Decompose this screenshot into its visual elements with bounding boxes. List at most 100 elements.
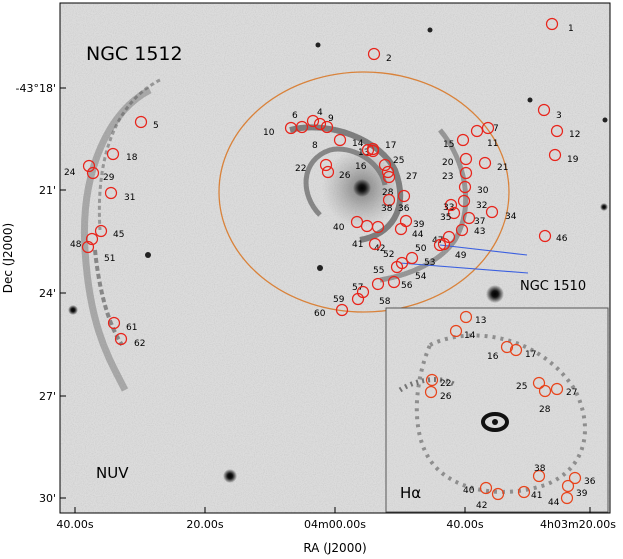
source-label-37: 37 [474,217,485,227]
x-tick-label: 40.00s [446,518,483,531]
ngc1510-line-top [439,244,528,256]
source-label-4: 4 [317,108,323,118]
source-label-28: 28 [539,405,551,415]
source-label-49: 49 [455,251,467,261]
source-marker-48 [85,232,99,246]
source-marker-13 [333,133,347,147]
source-label-27: 27 [566,388,577,398]
source-marker-52 [368,237,382,251]
source-label-39: 39 [576,489,588,499]
galaxy-title: NGC 1512 [86,43,183,65]
source-marker-28 [382,170,396,184]
source-marker-9 [313,117,327,131]
x-tick-label: 40.00s [56,518,93,531]
halpha-band-label: Hα [400,484,421,502]
source-label-10: 10 [263,128,275,138]
source-label-25: 25 [393,156,404,166]
source-label-17: 17 [525,350,536,360]
source-marker-16 [500,340,514,354]
source-marker-29 [86,166,100,180]
source-label-33: 33 [443,203,454,213]
source-marker-27 [550,382,564,396]
source-label-50: 50 [415,244,427,254]
source-marker-36 [568,471,582,485]
y-tick-label: -43°18' [16,82,57,95]
main-image [60,3,610,513]
source-marker-31 [104,186,118,200]
source-marker-11 [470,124,484,138]
source-marker-1 [545,17,559,31]
source-label-14: 14 [352,139,364,149]
source-label-34: 34 [505,212,517,222]
source-label-39: 39 [413,220,425,230]
source-label-53: 53 [424,258,435,268]
source-marker-14 [449,324,463,338]
source-label-21: 21 [497,163,508,173]
source-marker-18 [106,147,120,161]
source-label-29: 29 [103,173,115,183]
source-marker-20 [459,152,473,166]
source-marker-26 [321,165,335,179]
x-tick-label: 04m00.00s [304,518,366,531]
source-marker-17 [509,343,523,357]
source-label-57: 57 [352,283,363,293]
source-label-11: 11 [487,139,498,149]
source-label-24: 24 [64,168,76,178]
source-marker-33 [444,198,458,212]
source-marker-25 [532,376,546,390]
source-label-26: 26 [440,392,452,402]
source-marker-50 [437,237,451,251]
source-marker-27 [381,165,395,179]
source-label-41: 41 [352,240,363,250]
nuv-band-label: NUV [96,464,129,482]
source-label-40: 40 [463,486,475,496]
source-marker-22 [425,373,439,387]
source-label-23: 23 [442,172,453,182]
source-label-61: 61 [126,323,137,333]
y-axis-title: Dec (J2000) [1,223,15,293]
source-label-14: 14 [464,331,476,341]
source-label-8: 8 [312,141,318,151]
source-label-22: 22 [295,164,306,174]
source-marker-59 [351,292,365,306]
source-label-17: 17 [385,141,396,151]
x-axis-title: RA (J2000) [303,541,366,555]
source-label-51: 51 [104,254,115,264]
source-label-47: 47 [432,236,443,246]
y-ticks [60,87,66,499]
source-label-41: 41 [531,491,542,501]
source-label-59: 59 [333,295,345,305]
source-marker-51 [81,240,95,254]
inset-source-markers: 13 14 16 17 22 25 26 27 28 36 38 39 40 41 42 44 [424,310,596,511]
source-label-42: 42 [374,244,385,254]
source-marker-43 [455,223,469,237]
source-label-62: 62 [134,339,145,349]
source-label-36: 36 [584,477,596,487]
source-marker-46 [538,229,552,243]
source-label-2: 2 [386,54,392,64]
source-marker-45 [94,224,108,238]
source-marker-13 [459,310,473,324]
source-label-16: 16 [355,162,367,172]
source-marker-57 [371,277,385,291]
source-label-5: 5 [153,121,159,131]
source-label-40: 40 [333,223,345,233]
source-marker-10 [284,121,298,135]
source-marker-35 [447,206,461,220]
source-label-28: 28 [382,188,394,198]
y-tick-label: 24' [39,287,56,300]
source-marker-40 [479,481,493,495]
source-marker-15 [456,133,470,147]
source-marker-25 [378,158,392,172]
source-label-7: 7 [493,124,499,134]
source-marker-7 [481,121,495,135]
halpha-inset [385,307,609,513]
source-label-15: 15 [443,140,454,150]
source-label-22: 22 [440,379,451,389]
source-marker-55 [390,260,404,274]
source-marker-5 [134,115,148,129]
source-marker-3 [537,103,551,117]
source-marker-38 [382,193,396,207]
source-label-31: 31 [124,193,135,203]
